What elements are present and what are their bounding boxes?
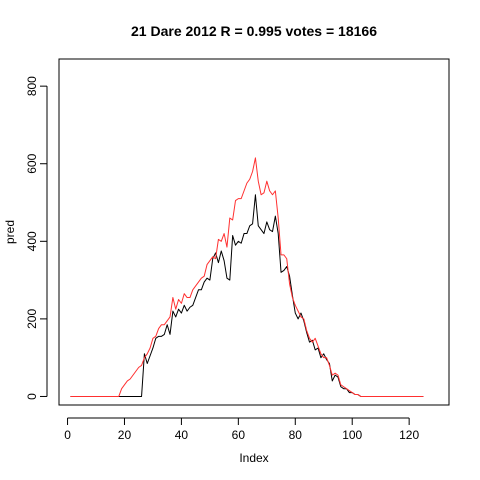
x-axis-label: Index — [239, 451, 268, 465]
y-axis-label: pred — [3, 220, 17, 244]
x-tick-label: 80 — [289, 428, 303, 442]
y-axis: 0 200 400 600 800 — [25, 76, 48, 400]
x-axis: 0 20 40 60 80 100 120 — [64, 417, 419, 442]
x-tick-label: 120 — [399, 428, 419, 442]
y-tick-label: 400 — [25, 231, 39, 251]
chart-title: 21 Dare 2012 R = 0.995 votes = 18166 — [131, 23, 377, 39]
series-line-1 — [70, 194, 424, 397]
x-tick-label: 60 — [232, 428, 246, 442]
y-tick-label: 0 — [25, 393, 39, 400]
x-tick-label: 40 — [175, 428, 189, 442]
series-line-2 — [70, 157, 424, 397]
x-tick-label: 20 — [118, 428, 132, 442]
plot-frame — [58, 58, 450, 406]
y-tick-label: 200 — [25, 309, 39, 329]
y-tick-label: 600 — [25, 153, 39, 173]
x-tick-label: 100 — [342, 428, 362, 442]
series-layer — [70, 157, 424, 397]
y-tick-label: 800 — [25, 76, 39, 96]
x-tick-label: 0 — [64, 428, 71, 442]
